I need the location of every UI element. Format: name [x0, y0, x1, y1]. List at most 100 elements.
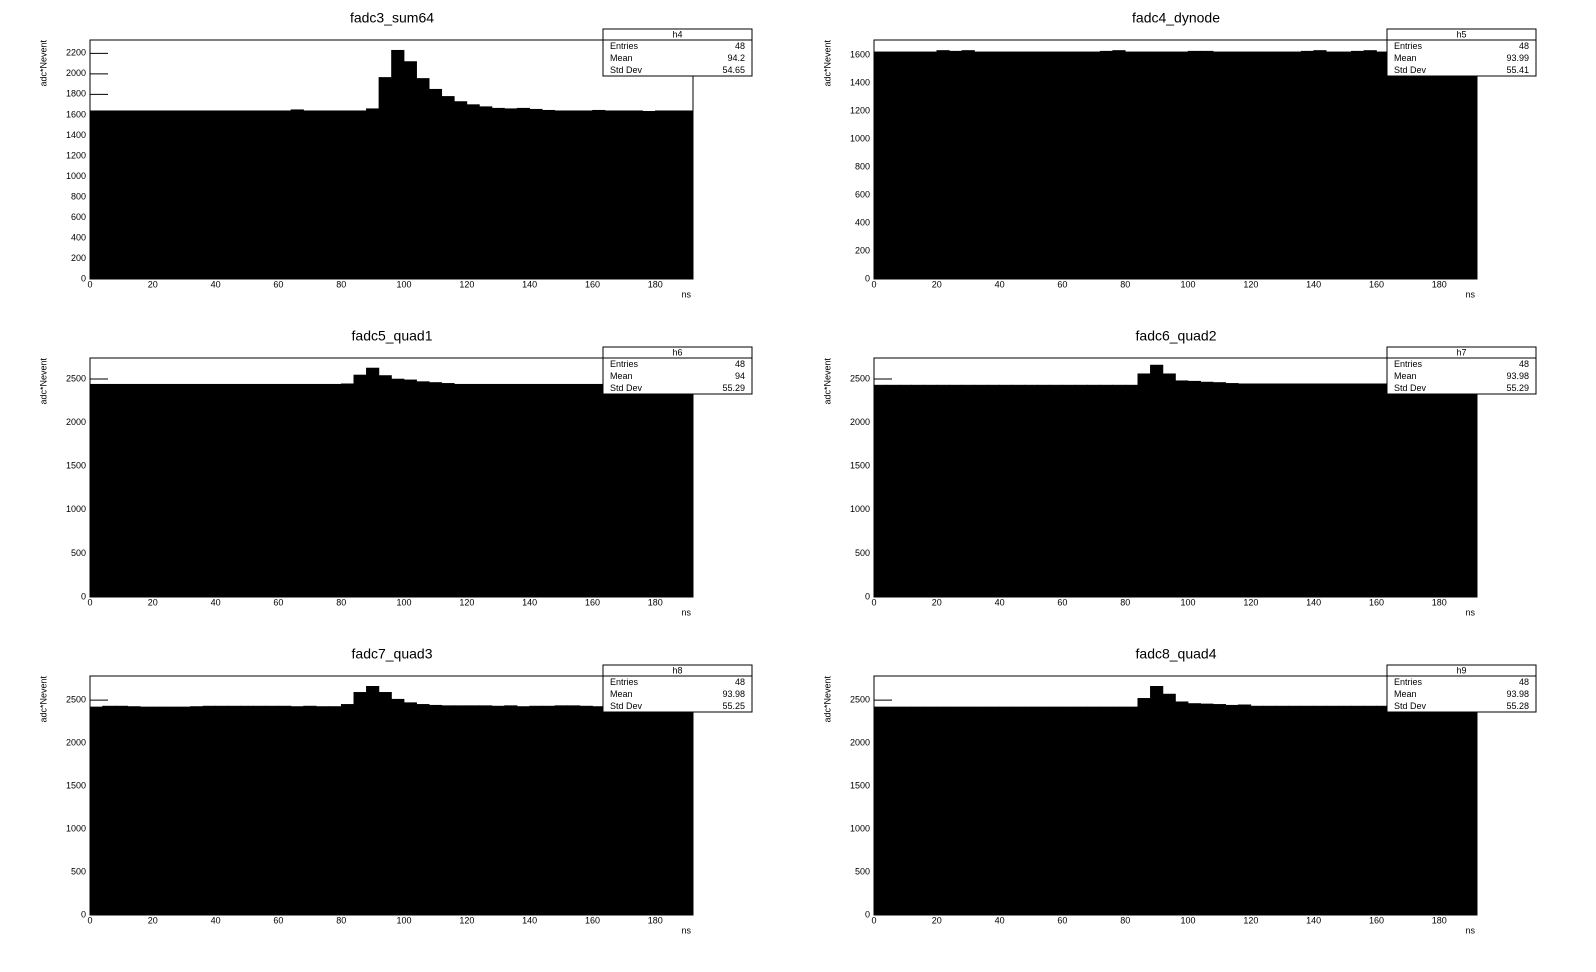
histogram-bar [290, 109, 304, 280]
histogram-bar [936, 384, 950, 598]
histogram-bar [1263, 383, 1277, 598]
histogram-bar [1074, 706, 1088, 916]
histogram-bar [529, 383, 543, 598]
histogram-bar [961, 50, 975, 280]
histogram-bar [1363, 705, 1377, 916]
x-tick-label: 60 [1057, 279, 1067, 289]
stats-box [602, 28, 753, 77]
histogram-bar [353, 374, 367, 598]
histogram-bar [516, 706, 530, 916]
histogram-bar [466, 383, 480, 598]
y-tick-label: 1000 [850, 823, 870, 833]
plot-frame [873, 357, 1478, 598]
histogram-bar [454, 101, 468, 280]
histogram-bar [1087, 51, 1101, 280]
y-tick-label: 1200 [66, 150, 86, 160]
histogram-bar [1200, 703, 1214, 916]
histogram-bar [629, 110, 644, 280]
y-tick-label: 2000 [66, 737, 86, 747]
y-tick-label: 200 [71, 253, 86, 263]
histogram-bar [1137, 698, 1151, 916]
histogram-bar [1212, 382, 1227, 598]
histogram-bar [152, 383, 166, 598]
histogram-bar [1363, 50, 1377, 280]
stats-label: Mean [610, 53, 633, 63]
histogram-bar [1150, 51, 1164, 280]
histogram-bar [1275, 51, 1289, 280]
y-tick-label: 1500 [66, 780, 86, 790]
x-tick-label: 140 [522, 915, 537, 925]
y-axis-label: adc*Nevent [38, 358, 48, 405]
histogram-bar [873, 384, 887, 598]
histogram-bar [1099, 384, 1113, 598]
histogram-bar [1313, 50, 1327, 280]
stats-value: 93.99 [1506, 53, 1529, 63]
histogram-bar [1124, 384, 1139, 598]
histogram-bar [1037, 51, 1051, 280]
histogram-bar [1263, 51, 1277, 280]
stats-title: h9 [1456, 665, 1466, 675]
histogram-bar [1401, 383, 1415, 598]
histogram-bar [1313, 383, 1327, 598]
histogram-bar [1426, 383, 1440, 598]
x-tick-label: 40 [995, 279, 1005, 289]
stats-label: Mean [610, 371, 633, 381]
histogram-bar [378, 77, 392, 280]
histogram-bar [127, 383, 141, 598]
histogram-bar [1162, 51, 1176, 280]
histogram-bar [655, 383, 669, 598]
histogram-bar [579, 110, 593, 280]
histogram-bar [504, 383, 518, 598]
histogram-bar [1313, 705, 1327, 916]
histogram-bar [177, 706, 191, 916]
histogram-bar [1112, 384, 1126, 598]
y-axis-label: adc*Nevent [38, 676, 48, 723]
y-tick-label: 1500 [850, 461, 870, 471]
histogram-bar [190, 110, 204, 280]
x-tick-label: 60 [273, 915, 283, 925]
x-tick-label: 160 [1369, 597, 1384, 607]
x-tick-label: 0 [87, 279, 92, 289]
histogram-bar [1200, 50, 1214, 280]
y-tick-label: 2000 [850, 417, 870, 427]
stats-label: Mean [1394, 371, 1417, 381]
y-axis-label: adc*Nevent [38, 40, 48, 87]
histogram-bar [1137, 51, 1151, 280]
histogram-bar [177, 110, 191, 280]
histogram-bar [454, 705, 468, 916]
x-tick-label: 120 [1243, 597, 1258, 607]
histogram-bar [974, 51, 988, 280]
histogram-bar [152, 706, 166, 916]
histogram-bar [554, 705, 568, 916]
y-tick-label: 0 [865, 273, 870, 283]
histogram-bar [1011, 706, 1026, 916]
stats-value: 94.2 [727, 53, 745, 63]
histogram-bar [516, 383, 530, 598]
histogram-bar [428, 704, 443, 916]
histogram-bar [1376, 705, 1390, 916]
y-tick-label: 2000 [66, 68, 86, 78]
x-tick-label: 80 [336, 597, 346, 607]
histogram-bar [315, 110, 329, 280]
histogram-bar [961, 706, 975, 916]
stats-value: 93.98 [1506, 689, 1529, 699]
histogram-bar [1074, 384, 1088, 598]
histogram-bar [278, 110, 292, 280]
stats-label: Std Dev [610, 383, 643, 393]
histogram-bar [127, 110, 141, 280]
histogram-bar [202, 705, 216, 916]
histogram-bar [227, 383, 242, 598]
histogram-bar [1124, 706, 1139, 916]
histogram-bar [911, 51, 925, 280]
stats-value: 48 [1519, 359, 1529, 369]
histogram-bar [579, 383, 593, 598]
x-tick-label: 20 [148, 915, 158, 925]
stats-label: Mean [1394, 689, 1417, 699]
stats-label: Std Dev [1394, 383, 1427, 393]
histogram-bar [127, 706, 141, 916]
histogram-bar [1388, 705, 1402, 916]
chart-title: fadc5_quad1 [352, 328, 433, 344]
histogram-bar [1250, 383, 1264, 598]
histogram-bar [1175, 51, 1189, 280]
histogram-bar [491, 107, 505, 280]
